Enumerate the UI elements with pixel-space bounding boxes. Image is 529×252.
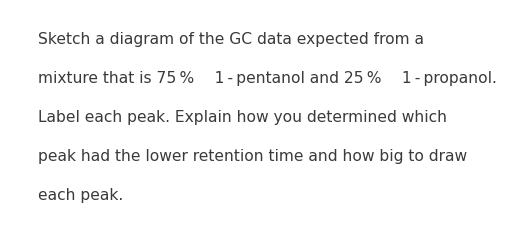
Text: mixture that is 75 %  1 - pentanol and 25 %  1 - propanol.: mixture that is 75 % 1 - pentanol and 25… — [38, 71, 497, 86]
Text: Label each peak. Explain how you determined which: Label each peak. Explain how you determi… — [38, 110, 447, 125]
Text: peak had the lower retention time and how big to draw: peak had the lower retention time and ho… — [38, 149, 467, 164]
Text: each peak.: each peak. — [38, 188, 123, 203]
Text: Sketch a diagram of the GC data expected from a: Sketch a diagram of the GC data expected… — [38, 32, 424, 47]
